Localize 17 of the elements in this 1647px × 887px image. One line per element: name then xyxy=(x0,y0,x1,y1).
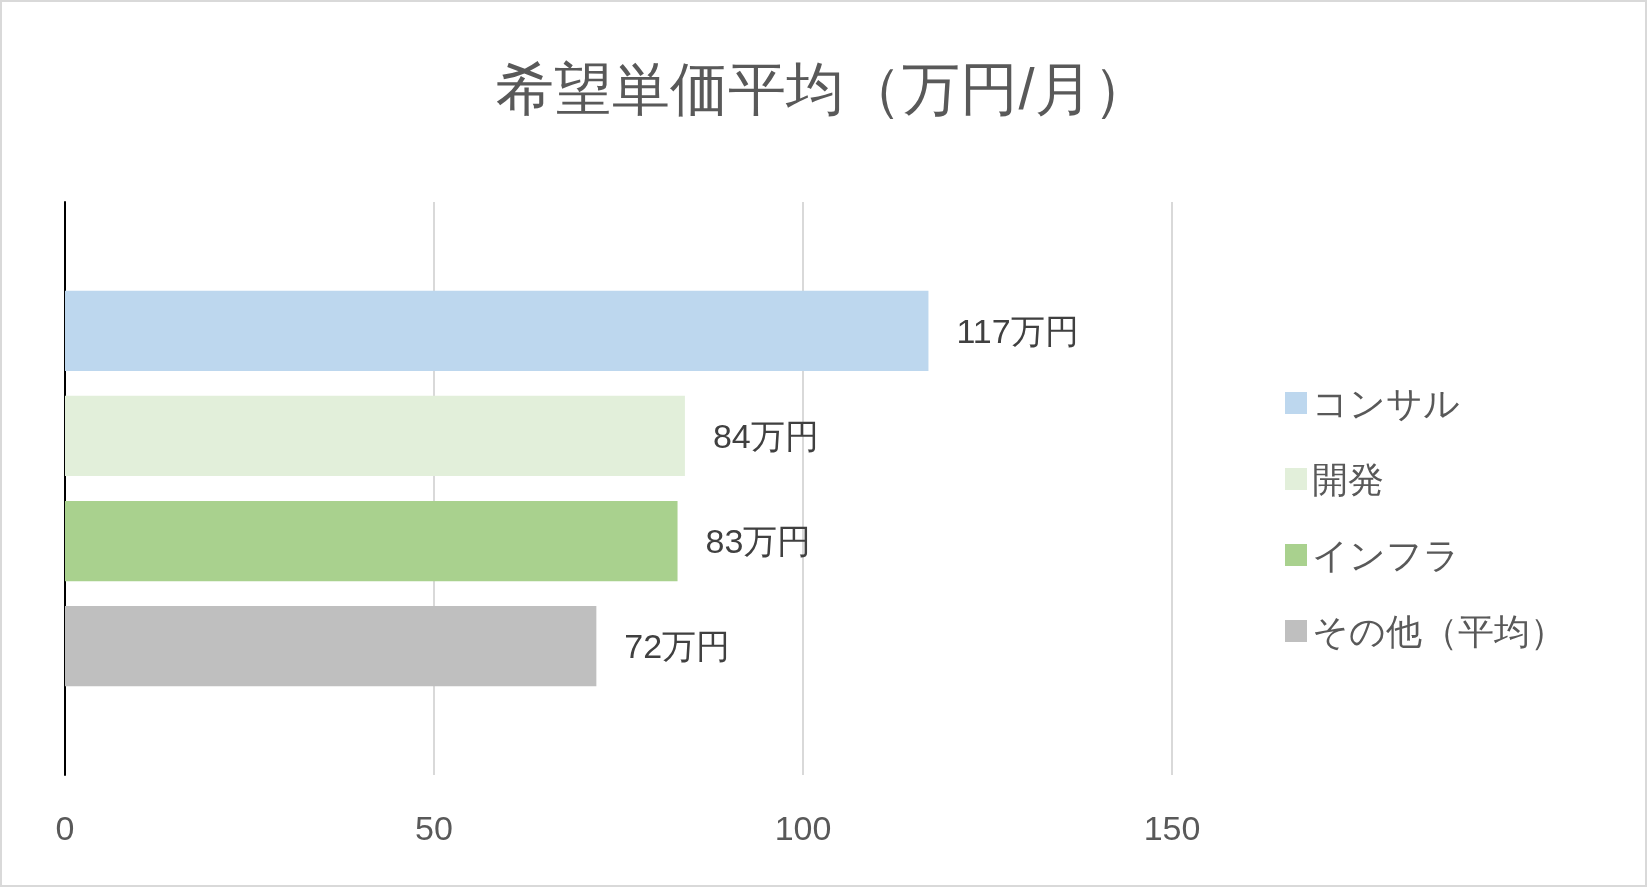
legend-label: 開発 xyxy=(1312,458,1384,500)
legend-label: その他（平均） xyxy=(1312,610,1566,652)
data-label: 84万円 xyxy=(712,416,819,455)
x-tick-label: 50 xyxy=(415,809,453,847)
x-tick-label: 0 xyxy=(55,809,75,847)
x-tick-label: 100 xyxy=(774,809,832,847)
data-label: 117万円 xyxy=(956,311,1079,350)
bar xyxy=(65,500,678,582)
legend-label: インフラ xyxy=(1312,534,1460,576)
legend-label: コンサル xyxy=(1312,382,1460,424)
bar xyxy=(65,395,685,477)
bar xyxy=(65,290,929,372)
data-label: 83万円 xyxy=(705,522,812,561)
chart-title: 希望単価平均（万円/月） xyxy=(496,55,1151,121)
data-label: 72万円 xyxy=(624,627,731,666)
x-tick-label: 150 xyxy=(1143,809,1201,847)
bar xyxy=(65,605,597,687)
